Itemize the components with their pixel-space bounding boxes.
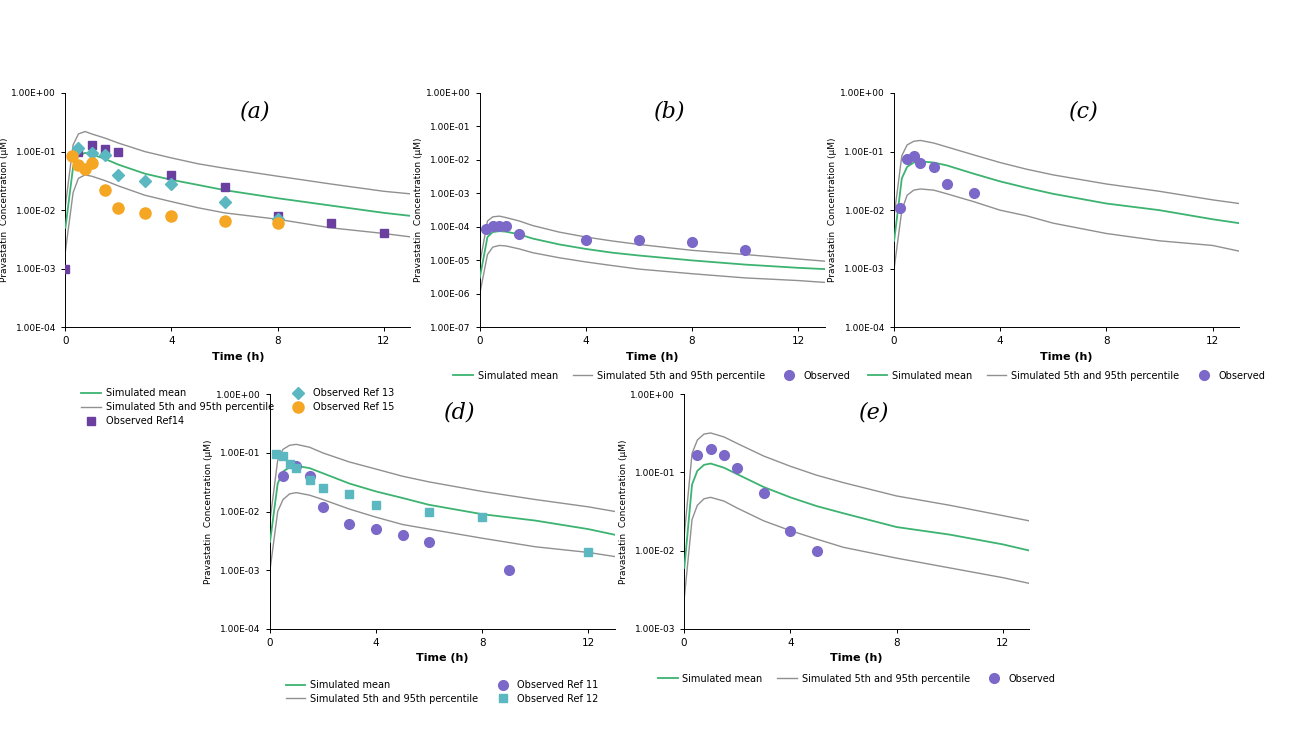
Text: (c): (c) [1068, 100, 1098, 122]
Y-axis label: Pravastatin  Concentration (μM): Pravastatin Concentration (μM) [205, 439, 214, 584]
Legend: Simulated mean, Simulated 5th and 95th percentile, Observed Ref 11, Observed Ref: Simulated mean, Simulated 5th and 95th p… [281, 675, 603, 709]
Text: (a): (a) [240, 100, 270, 122]
X-axis label: Time (h): Time (h) [211, 352, 265, 362]
Text: (d): (d) [444, 401, 476, 423]
X-axis label: Time (h): Time (h) [1040, 352, 1093, 362]
Legend: Simulated mean, Simulated 5th and 95th percentile, Observed: Simulated mean, Simulated 5th and 95th p… [653, 669, 1061, 689]
Legend: Simulated mean, Simulated 5th and 95th percentile, Observed: Simulated mean, Simulated 5th and 95th p… [448, 366, 856, 385]
X-axis label: Time (h): Time (h) [830, 653, 883, 663]
Y-axis label: Pravastatin  Concentration (μM): Pravastatin Concentration (μM) [0, 138, 9, 283]
Text: (e): (e) [859, 401, 889, 423]
Y-axis label: Pravastatin  Concentration (μM): Pravastatin Concentration (μM) [829, 138, 838, 283]
X-axis label: Time (h): Time (h) [416, 653, 469, 663]
Legend: Simulated mean, Simulated 5th and 95th percentile, Observed Ref14, Observed Ref : Simulated mean, Simulated 5th and 95th p… [77, 384, 399, 431]
Text: (b): (b) [654, 100, 685, 122]
Y-axis label: Pravastatin  Concentration (μM): Pravastatin Concentration (μM) [619, 439, 628, 584]
Legend: Simulated mean, Simulated 5th and 95th percentile, Observed: Simulated mean, Simulated 5th and 95th p… [863, 366, 1270, 385]
X-axis label: Time (h): Time (h) [625, 352, 679, 362]
Y-axis label: Pravastatin  Concentration (μM): Pravastatin Concentration (μM) [414, 138, 423, 283]
